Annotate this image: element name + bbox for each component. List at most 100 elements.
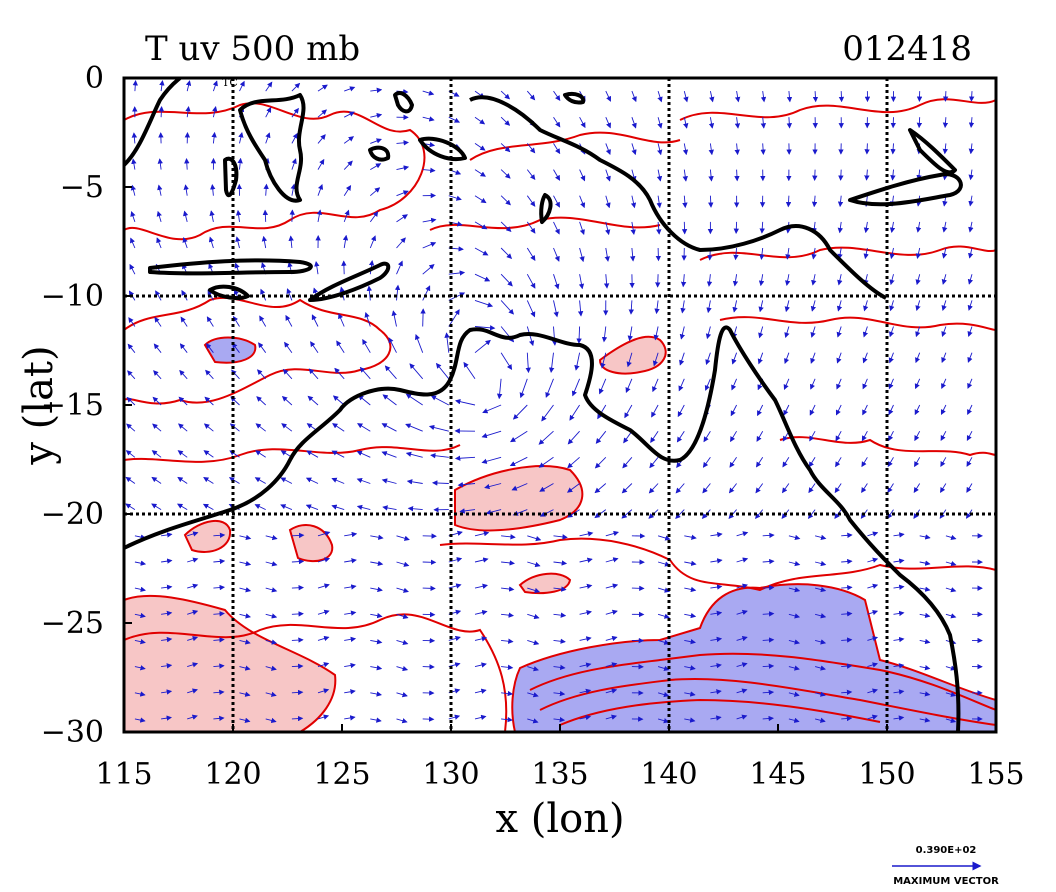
wind-vector [239, 80, 245, 92]
vector-legend-value: 0.390E+02 [916, 845, 977, 856]
contour-line [124, 102, 426, 241]
wind-vector [757, 352, 764, 365]
wind-vector [605, 609, 618, 615]
wind-vector [527, 613, 540, 620]
wind-vector [185, 106, 191, 118]
wind-vector [945, 691, 957, 697]
wind-vector [356, 477, 371, 484]
wind-vector [756, 457, 764, 468]
wind-vector [569, 404, 580, 421]
wind-vector [919, 665, 931, 671]
wind-vector [729, 457, 737, 468]
wind-vector [448, 309, 460, 327]
wind-vector [526, 195, 536, 207]
wind-vector [551, 326, 558, 346]
wind-vector [967, 378, 973, 389]
wind-vector [862, 404, 868, 416]
wind-vector [280, 504, 293, 511]
wind-vector [758, 300, 764, 313]
wind-vector [861, 430, 868, 442]
wind-vector [893, 715, 905, 721]
wind-vector [862, 352, 868, 364]
x-tick-label: 135 [531, 757, 588, 792]
wind-vector [837, 274, 843, 286]
wind-vector [474, 714, 487, 721]
wind-vector [759, 247, 765, 260]
wind-vector [736, 636, 748, 642]
wind-vector [430, 395, 450, 406]
wind-vector [785, 195, 792, 208]
contour-line [779, 436, 996, 457]
wind-vector [448, 270, 466, 276]
wind-vector [154, 316, 162, 327]
wind-vector [945, 560, 957, 567]
wind-vector [893, 689, 905, 695]
wind-vector [539, 483, 554, 492]
wind-vector [841, 558, 853, 565]
wind-vector [396, 718, 408, 724]
wind-vector [579, 247, 585, 263]
wind-vector [474, 195, 487, 204]
wind-vector [291, 585, 304, 591]
wind-vector [967, 326, 973, 337]
wind-vector [887, 509, 894, 519]
wind-vector [541, 404, 554, 422]
x-axis-ticks: 115 120 125 130 135 140 145 150 155 [95, 724, 1025, 792]
wind-vector [864, 169, 870, 181]
wind-vector [553, 221, 560, 235]
wind-vector [553, 560, 568, 566]
wind-vector [601, 326, 608, 343]
wind-vector [888, 430, 894, 442]
wind-vector [205, 369, 214, 380]
wind-vector [579, 662, 592, 668]
wind-vector [736, 583, 748, 589]
wind-vector [285, 314, 293, 327]
wind-vector [125, 476, 136, 484]
wind-vector [208, 236, 215, 249]
wind-vector [255, 450, 266, 458]
wind-vector [265, 639, 278, 645]
wind-vector [786, 117, 792, 129]
wind-vector [344, 610, 357, 616]
chart-subtitle: 012418 [842, 29, 972, 69]
wind-vector [526, 90, 536, 101]
wind-vector [484, 483, 502, 490]
wind-vector [788, 691, 800, 697]
wind-vector [915, 352, 921, 364]
wind-vector [183, 184, 189, 196]
wind-vector [239, 587, 252, 593]
wind-vector [526, 300, 536, 318]
wind-vector [867, 636, 879, 642]
y-axis-label: y (lat) [16, 345, 62, 465]
wind-vector [657, 613, 670, 619]
wind-vector [474, 325, 496, 331]
warm-anomaly-small-1 [183, 520, 232, 553]
wind-vector [359, 366, 371, 380]
wind-vector [206, 316, 214, 327]
y-tick-label: −15 [41, 388, 104, 423]
wind-vector [454, 455, 476, 461]
wind-vector [239, 717, 251, 723]
wind-vector [474, 609, 488, 616]
wind-vector [155, 290, 162, 301]
wind-vector [125, 450, 136, 458]
wind-vector [567, 430, 580, 445]
warm-anomaly-carpentaria [598, 335, 667, 375]
wind-vector [867, 531, 879, 537]
wind-vector [370, 187, 381, 197]
wind-vector [343, 160, 353, 170]
coastline-island-2 [418, 136, 467, 161]
wind-vector [370, 586, 383, 593]
wind-vector [811, 247, 817, 260]
wind-vector [807, 509, 816, 520]
wind-vector [941, 378, 947, 390]
wind-vector [553, 586, 567, 592]
wind-vector [527, 718, 539, 724]
wind-vector [841, 584, 853, 591]
wind-vector [630, 221, 636, 235]
wind-vector [967, 300, 973, 311]
wind-vector [182, 236, 188, 249]
wind-vector [605, 662, 618, 668]
wind-vector [784, 352, 790, 365]
wind-vector [627, 326, 633, 342]
